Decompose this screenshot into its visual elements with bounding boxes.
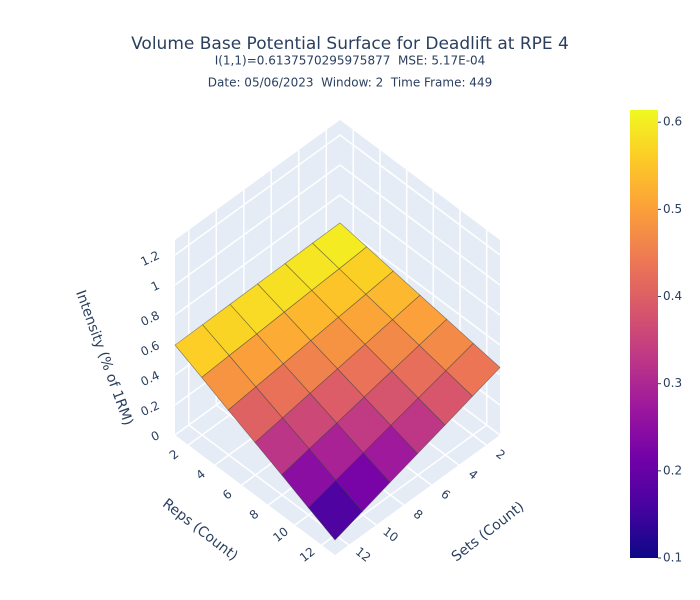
colorbar-tick-label: 0.4 xyxy=(663,289,682,303)
x-axis-title: Sets (Count) xyxy=(449,499,528,565)
z-tick-label: 0 xyxy=(149,428,162,444)
subtitle: I(1,1)=0.6137570295975877 MSE: 5.17E-04 xyxy=(215,54,486,68)
x-tick-label: 12 xyxy=(353,544,374,564)
y-tick-label: 2 xyxy=(167,447,182,463)
z-axis-title: Intensity (% of 1RM) xyxy=(72,288,136,428)
y-tick-label: 8 xyxy=(247,507,262,523)
z-tick-label: 0.6 xyxy=(139,338,162,359)
surface-patch xyxy=(307,479,363,541)
z-tick-label: 0.2 xyxy=(139,398,162,419)
x-tick-label: 8 xyxy=(411,507,426,523)
grid-line xyxy=(174,134,501,256)
x-tick-label: 4 xyxy=(466,467,481,483)
grid-line xyxy=(174,194,501,316)
x-tick-label: 10 xyxy=(380,524,401,544)
y-tick-label: 4 xyxy=(193,467,208,483)
y-tick-label: 12 xyxy=(297,544,318,564)
z-tick-label: 1.2 xyxy=(139,248,162,269)
x-tick-label: 6 xyxy=(438,487,453,503)
colorbar-tick-label: 0.2 xyxy=(663,463,682,477)
colorbar-tick-label: 0.5 xyxy=(663,202,682,216)
y-tick-label: 6 xyxy=(220,487,235,503)
y-tick-label: 10 xyxy=(270,524,291,544)
x-tick-label: 2 xyxy=(493,447,508,463)
chart-title: Volume Base Potential Surface for Deadli… xyxy=(131,34,569,54)
y-axis-title: Reps (Count) xyxy=(159,496,240,565)
grid-line xyxy=(174,164,501,286)
colorbar-tick-label: 0.3 xyxy=(663,376,682,390)
subtitle: Date: 05/06/2023 Window: 2 Time Frame: 4… xyxy=(208,76,492,90)
colorbar xyxy=(630,110,658,558)
colorbar-tick-label: 0.1 xyxy=(663,551,682,565)
z-tick-label: 0.4 xyxy=(139,368,162,389)
colorbar-tick-label: 0.6 xyxy=(663,115,682,129)
z-tick-label: 1 xyxy=(149,278,162,294)
z-tick-label: 0.8 xyxy=(139,308,162,329)
